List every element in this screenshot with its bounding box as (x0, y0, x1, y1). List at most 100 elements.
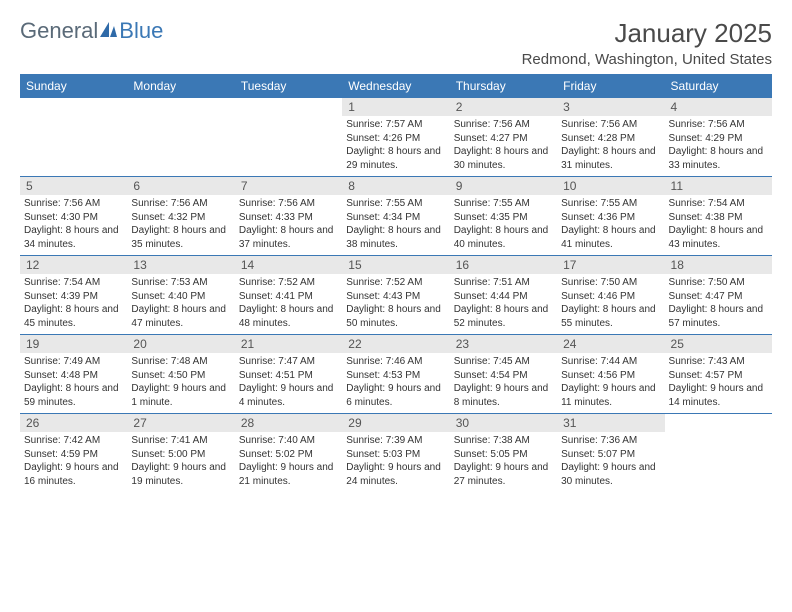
day-details: Sunrise: 7:54 AMSunset: 4:38 PMDaylight:… (665, 195, 772, 253)
day-details: Sunrise: 7:46 AMSunset: 4:53 PMDaylight:… (342, 353, 449, 411)
day-number-empty (235, 98, 342, 116)
weekday-label: Thursday (450, 74, 557, 98)
day-number: 31 (557, 414, 664, 432)
day-details: Sunrise: 7:44 AMSunset: 4:56 PMDaylight:… (557, 353, 664, 411)
day-number: 8 (342, 177, 449, 195)
day-details: Sunrise: 7:38 AMSunset: 5:05 PMDaylight:… (450, 432, 557, 490)
calendar-cell: 27Sunrise: 7:41 AMSunset: 5:00 PMDayligh… (127, 414, 234, 492)
day-number: 16 (450, 256, 557, 274)
calendar-cell (235, 98, 342, 176)
calendar-cell (127, 98, 234, 176)
day-number: 1 (342, 98, 449, 116)
calendar-cell: 29Sunrise: 7:39 AMSunset: 5:03 PMDayligh… (342, 414, 449, 492)
day-details: Sunrise: 7:51 AMSunset: 4:44 PMDaylight:… (450, 274, 557, 332)
day-details: Sunrise: 7:52 AMSunset: 4:41 PMDaylight:… (235, 274, 342, 332)
day-number: 13 (127, 256, 234, 274)
day-details: Sunrise: 7:53 AMSunset: 4:40 PMDaylight:… (127, 274, 234, 332)
day-details: Sunrise: 7:50 AMSunset: 4:46 PMDaylight:… (557, 274, 664, 332)
sail-icon (100, 18, 118, 44)
calendar-cell: 25Sunrise: 7:43 AMSunset: 4:57 PMDayligh… (665, 335, 772, 413)
calendar-cell: 3Sunrise: 7:56 AMSunset: 4:28 PMDaylight… (557, 98, 664, 176)
calendar-cell: 16Sunrise: 7:51 AMSunset: 4:44 PMDayligh… (450, 256, 557, 334)
calendar-cell: 15Sunrise: 7:52 AMSunset: 4:43 PMDayligh… (342, 256, 449, 334)
brand-text-1: General (20, 18, 98, 44)
calendar-cell (665, 414, 772, 492)
calendar-cell: 19Sunrise: 7:49 AMSunset: 4:48 PMDayligh… (20, 335, 127, 413)
calendar-cell: 26Sunrise: 7:42 AMSunset: 4:59 PMDayligh… (20, 414, 127, 492)
calendar-cell: 13Sunrise: 7:53 AMSunset: 4:40 PMDayligh… (127, 256, 234, 334)
location: Redmond, Washington, United States (522, 51, 772, 68)
month-title: January 2025 (522, 18, 772, 49)
brand-logo: General Blue (20, 18, 163, 44)
calendar-cell: 12Sunrise: 7:54 AMSunset: 4:39 PMDayligh… (20, 256, 127, 334)
day-number: 4 (665, 98, 772, 116)
calendar-week: 1Sunrise: 7:57 AMSunset: 4:26 PMDaylight… (20, 98, 772, 177)
calendar-cell: 22Sunrise: 7:46 AMSunset: 4:53 PMDayligh… (342, 335, 449, 413)
day-number: 29 (342, 414, 449, 432)
day-details: Sunrise: 7:50 AMSunset: 4:47 PMDaylight:… (665, 274, 772, 332)
day-number: 9 (450, 177, 557, 195)
day-number: 10 (557, 177, 664, 195)
day-number: 18 (665, 256, 772, 274)
calendar-cell: 18Sunrise: 7:50 AMSunset: 4:47 PMDayligh… (665, 256, 772, 334)
day-details: Sunrise: 7:57 AMSunset: 4:26 PMDaylight:… (342, 116, 449, 174)
day-number: 15 (342, 256, 449, 274)
calendar-grid: 1Sunrise: 7:57 AMSunset: 4:26 PMDaylight… (20, 98, 772, 492)
calendar-week: 12Sunrise: 7:54 AMSunset: 4:39 PMDayligh… (20, 256, 772, 335)
day-details: Sunrise: 7:55 AMSunset: 4:36 PMDaylight:… (557, 195, 664, 253)
day-details: Sunrise: 7:56 AMSunset: 4:32 PMDaylight:… (127, 195, 234, 253)
weekday-label: Monday (127, 74, 234, 98)
calendar-week: 19Sunrise: 7:49 AMSunset: 4:48 PMDayligh… (20, 335, 772, 414)
day-number: 11 (665, 177, 772, 195)
calendar-cell: 21Sunrise: 7:47 AMSunset: 4:51 PMDayligh… (235, 335, 342, 413)
calendar-cell: 30Sunrise: 7:38 AMSunset: 5:05 PMDayligh… (450, 414, 557, 492)
day-number-empty (127, 98, 234, 116)
day-details: Sunrise: 7:39 AMSunset: 5:03 PMDaylight:… (342, 432, 449, 490)
weekday-header: Sunday Monday Tuesday Wednesday Thursday… (20, 74, 772, 98)
calendar-cell: 17Sunrise: 7:50 AMSunset: 4:46 PMDayligh… (557, 256, 664, 334)
day-details: Sunrise: 7:47 AMSunset: 4:51 PMDaylight:… (235, 353, 342, 411)
day-number: 26 (20, 414, 127, 432)
calendar-cell: 2Sunrise: 7:56 AMSunset: 4:27 PMDaylight… (450, 98, 557, 176)
day-details: Sunrise: 7:55 AMSunset: 4:35 PMDaylight:… (450, 195, 557, 253)
day-number: 30 (450, 414, 557, 432)
day-number: 19 (20, 335, 127, 353)
calendar-week: 5Sunrise: 7:56 AMSunset: 4:30 PMDaylight… (20, 177, 772, 256)
day-details: Sunrise: 7:56 AMSunset: 4:33 PMDaylight:… (235, 195, 342, 253)
calendar-cell: 28Sunrise: 7:40 AMSunset: 5:02 PMDayligh… (235, 414, 342, 492)
day-number-empty (20, 98, 127, 116)
day-number-empty (665, 414, 772, 432)
calendar-cell: 8Sunrise: 7:55 AMSunset: 4:34 PMDaylight… (342, 177, 449, 255)
day-number: 5 (20, 177, 127, 195)
calendar-cell: 24Sunrise: 7:44 AMSunset: 4:56 PMDayligh… (557, 335, 664, 413)
calendar-page: General Blue January 2025 Redmond, Washi… (0, 0, 792, 510)
day-number: 22 (342, 335, 449, 353)
day-details: Sunrise: 7:56 AMSunset: 4:29 PMDaylight:… (665, 116, 772, 174)
day-details: Sunrise: 7:56 AMSunset: 4:28 PMDaylight:… (557, 116, 664, 174)
day-details: Sunrise: 7:49 AMSunset: 4:48 PMDaylight:… (20, 353, 127, 411)
day-details: Sunrise: 7:41 AMSunset: 5:00 PMDaylight:… (127, 432, 234, 490)
day-details: Sunrise: 7:42 AMSunset: 4:59 PMDaylight:… (20, 432, 127, 490)
day-details: Sunrise: 7:56 AMSunset: 4:30 PMDaylight:… (20, 195, 127, 253)
weekday-label: Tuesday (235, 74, 342, 98)
calendar-cell: 9Sunrise: 7:55 AMSunset: 4:35 PMDaylight… (450, 177, 557, 255)
day-number: 23 (450, 335, 557, 353)
weekday-label: Wednesday (342, 74, 449, 98)
calendar-cell: 4Sunrise: 7:56 AMSunset: 4:29 PMDaylight… (665, 98, 772, 176)
header: General Blue January 2025 Redmond, Washi… (20, 18, 772, 68)
calendar-cell: 23Sunrise: 7:45 AMSunset: 4:54 PMDayligh… (450, 335, 557, 413)
calendar-cell: 6Sunrise: 7:56 AMSunset: 4:32 PMDaylight… (127, 177, 234, 255)
day-number: 3 (557, 98, 664, 116)
calendar-cell: 10Sunrise: 7:55 AMSunset: 4:36 PMDayligh… (557, 177, 664, 255)
day-number: 7 (235, 177, 342, 195)
day-details: Sunrise: 7:52 AMSunset: 4:43 PMDaylight:… (342, 274, 449, 332)
day-number: 25 (665, 335, 772, 353)
day-details: Sunrise: 7:45 AMSunset: 4:54 PMDaylight:… (450, 353, 557, 411)
day-number: 27 (127, 414, 234, 432)
calendar-cell: 5Sunrise: 7:56 AMSunset: 4:30 PMDaylight… (20, 177, 127, 255)
day-number: 6 (127, 177, 234, 195)
day-details: Sunrise: 7:43 AMSunset: 4:57 PMDaylight:… (665, 353, 772, 411)
calendar-cell: 31Sunrise: 7:36 AMSunset: 5:07 PMDayligh… (557, 414, 664, 492)
weekday-label: Sunday (20, 74, 127, 98)
day-number: 14 (235, 256, 342, 274)
